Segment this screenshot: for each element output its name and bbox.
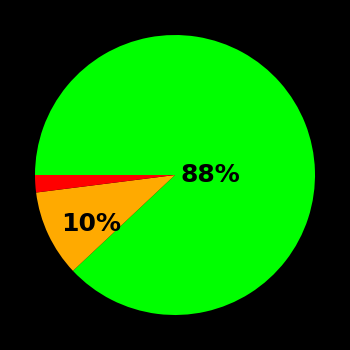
Wedge shape [36,175,175,271]
Wedge shape [35,35,315,315]
Text: 10%: 10% [61,212,121,236]
Wedge shape [35,175,175,192]
Text: 88%: 88% [180,163,240,187]
